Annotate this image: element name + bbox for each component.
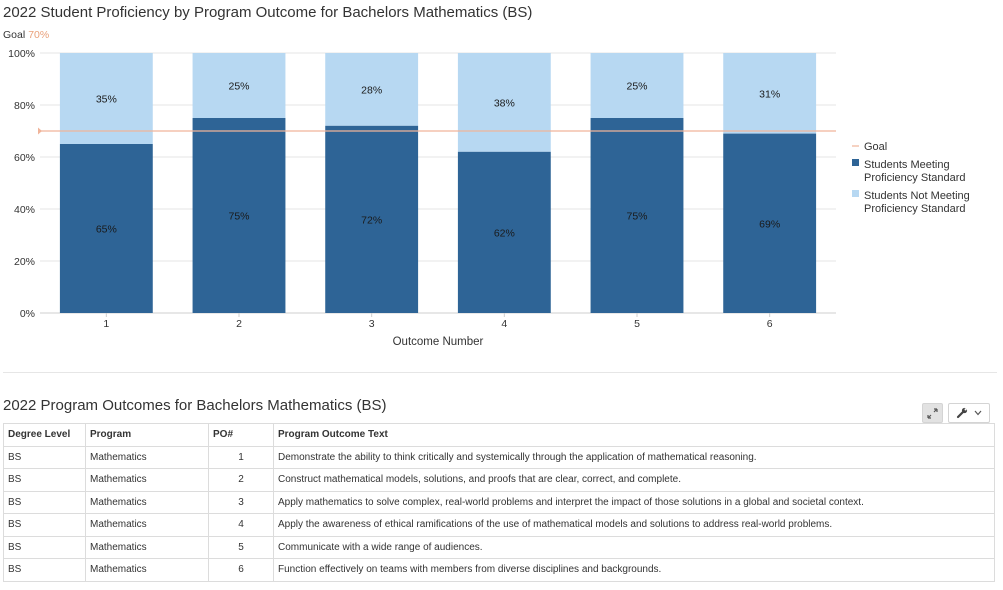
table-cell: Apply the awareness of ethical ramificat… <box>273 513 995 537</box>
x-tick-label: 1 <box>103 318 109 330</box>
legend-label: Proficiency Standard <box>864 172 966 184</box>
table-row: BS Mathematics 1 Demonstrate the ability to… <box>3 445 995 469</box>
y-tick-label: 80% <box>14 100 35 112</box>
x-tick-label: 2 <box>236 318 242 330</box>
table-cell: Demonstrate the ability to think critica… <box>273 445 995 469</box>
table-cell: BS <box>3 468 86 492</box>
data-label-meeting: 69% <box>759 218 780 230</box>
table-cell: Mathematics <box>85 445 209 469</box>
table-cell: BS <box>3 445 86 469</box>
outcomes-table-panel: 2022 Program Outcomes for Bachelors Math… <box>0 393 1000 583</box>
chart-title: 2022 Student Proficiency by Program Outc… <box>3 4 533 21</box>
bar-meeting <box>325 125 419 313</box>
table-cell: 3 <box>208 490 274 514</box>
table-cell: 5 <box>208 535 274 559</box>
bar-not-meeting <box>325 53 419 126</box>
x-axis-label: Outcome Number <box>393 336 484 348</box>
bar-not-meeting <box>723 53 817 134</box>
bar-meeting <box>192 118 286 313</box>
y-tick-label: 60% <box>14 152 35 164</box>
goal-value: 70% <box>28 29 50 41</box>
chevron-down-icon <box>974 410 982 416</box>
section-divider <box>3 372 997 373</box>
table-cell: Mathematics <box>85 490 209 514</box>
bar-meeting <box>590 118 684 313</box>
table-cell: Function effectively on teams with membe… <box>273 558 995 582</box>
table-header-row: Degree Level Program PO# Program Outcome Te… <box>3 423 995 447</box>
table-cell: 1 <box>208 445 274 469</box>
table-cell: BS <box>3 535 86 559</box>
stacked-bar-chart: 0% 20% 40% 60% 80% 100% 1 65% 35% 2 75% 25% 3 72% 28% 4… <box>8 48 970 348</box>
table-cell: Mathematics <box>85 535 209 559</box>
data-label-not-meeting: 25% <box>626 81 647 93</box>
y-tick-label: 20% <box>14 256 35 268</box>
x-tick-label: 3 <box>369 318 375 330</box>
y-tick-label: 0% <box>20 308 35 320</box>
x-tick-label: 5 <box>634 318 640 330</box>
column-header[interactable]: PO# <box>208 423 274 447</box>
x-tick-label: 6 <box>767 318 773 330</box>
legend-label: Students Meeting <box>864 159 950 171</box>
table-cell: BS <box>3 558 86 582</box>
bar-meeting <box>457 151 551 313</box>
table-cell: Mathematics <box>85 468 209 492</box>
table-cell: Mathematics <box>85 513 209 537</box>
bar-not-meeting <box>590 53 684 118</box>
settings-menu-button[interactable] <box>948 403 990 423</box>
table-row: BS Mathematics 5 Communicate with a wide ra… <box>3 535 995 559</box>
table-cell: BS <box>3 513 86 537</box>
table-cell: 4 <box>208 513 274 537</box>
bar-not-meeting <box>59 53 153 144</box>
y-tick-label: 40% <box>14 204 35 216</box>
table-cell: 6 <box>208 558 274 582</box>
table-row: BS Mathematics 4 Apply the awareness of eth… <box>3 513 995 537</box>
table-cell: Communicate with a wide range of audienc… <box>273 535 995 559</box>
data-label-not-meeting: 35% <box>96 94 117 106</box>
table-cell: 2 <box>208 468 274 492</box>
goal-indicator: Goal 70% <box>3 29 49 41</box>
legend-label: Proficiency Standard <box>864 203 966 215</box>
goal-label: Goal <box>3 29 26 41</box>
table-cell: Apply mathematics to solve complex, real… <box>273 490 995 514</box>
table-row: BS Mathematics 2 Construct mathematical mod… <box>3 468 995 492</box>
table-cell: Mathematics <box>85 558 209 582</box>
data-label-not-meeting: 25% <box>228 81 249 93</box>
y-tick-label: 100% <box>8 48 35 60</box>
data-label-meeting: 75% <box>228 211 249 223</box>
column-header[interactable]: Degree Level <box>3 423 86 447</box>
data-label-meeting: 75% <box>626 211 647 223</box>
table-body: BS Mathematics 1 Demonstrate the ability to… <box>3 445 995 582</box>
goal-marker <box>38 127 42 135</box>
wrench-icon <box>956 407 968 419</box>
table-cell: Construct mathematical models, solutions… <box>273 468 995 492</box>
outcomes-table: Degree Level Program PO# Program Outcome Te… <box>3 423 995 582</box>
data-label-not-meeting: 38% <box>494 97 515 109</box>
table-title: 2022 Program Outcomes for Bachelors Math… <box>3 397 387 414</box>
legend-swatch <box>852 159 859 166</box>
column-header[interactable]: Program Outcome Text <box>273 423 995 447</box>
data-label-meeting: 65% <box>96 224 117 236</box>
data-label-meeting: 72% <box>361 214 382 226</box>
bar-meeting <box>59 144 153 313</box>
data-label-not-meeting: 28% <box>361 84 382 96</box>
legend-label: Goal <box>864 141 887 153</box>
x-tick-label: 4 <box>501 318 507 330</box>
table-cell: BS <box>3 490 86 514</box>
data-label-meeting: 62% <box>494 227 515 239</box>
bar-meeting <box>723 133 817 313</box>
bar-not-meeting <box>457 53 551 152</box>
legend-swatch <box>852 190 859 197</box>
column-header[interactable]: Program <box>85 423 209 447</box>
table-row: BS Mathematics 6 Function effectively on te… <box>3 558 995 582</box>
bar-not-meeting <box>192 53 286 118</box>
table-row: BS Mathematics 3 Apply mathematics to solve… <box>3 490 995 514</box>
expand-icon <box>927 407 938 419</box>
legend-label: Students Not Meeting <box>864 190 970 202</box>
expand-button[interactable] <box>922 403 943 423</box>
data-label-not-meeting: 31% <box>759 88 780 100</box>
